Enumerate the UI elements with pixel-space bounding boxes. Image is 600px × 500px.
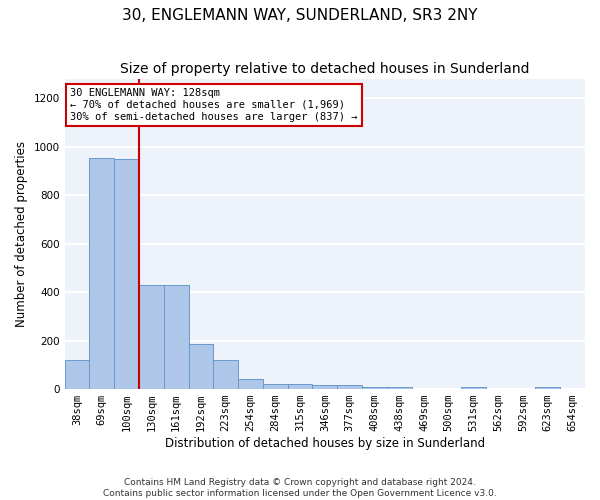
Title: Size of property relative to detached houses in Sunderland: Size of property relative to detached ho… — [120, 62, 530, 76]
Bar — [139, 286, 164, 389]
Bar — [238, 379, 263, 389]
Bar — [114, 160, 139, 389]
Bar — [263, 384, 287, 389]
Bar — [535, 387, 560, 389]
Bar — [214, 360, 238, 389]
Y-axis label: Number of detached properties: Number of detached properties — [15, 141, 28, 327]
Bar — [164, 286, 188, 389]
Bar — [89, 158, 114, 389]
Bar — [362, 387, 387, 389]
Bar — [313, 386, 337, 389]
Bar — [287, 384, 313, 389]
X-axis label: Distribution of detached houses by size in Sunderland: Distribution of detached houses by size … — [165, 437, 485, 450]
Bar — [65, 360, 89, 389]
Bar — [387, 387, 412, 389]
Text: 30, ENGLEMANN WAY, SUNDERLAND, SR3 2NY: 30, ENGLEMANN WAY, SUNDERLAND, SR3 2NY — [122, 8, 478, 22]
Bar — [188, 344, 214, 389]
Bar — [461, 387, 486, 389]
Text: 30 ENGLEMANN WAY: 128sqm
← 70% of detached houses are smaller (1,969)
30% of sem: 30 ENGLEMANN WAY: 128sqm ← 70% of detach… — [70, 88, 358, 122]
Text: Contains HM Land Registry data © Crown copyright and database right 2024.
Contai: Contains HM Land Registry data © Crown c… — [103, 478, 497, 498]
Bar — [337, 386, 362, 389]
